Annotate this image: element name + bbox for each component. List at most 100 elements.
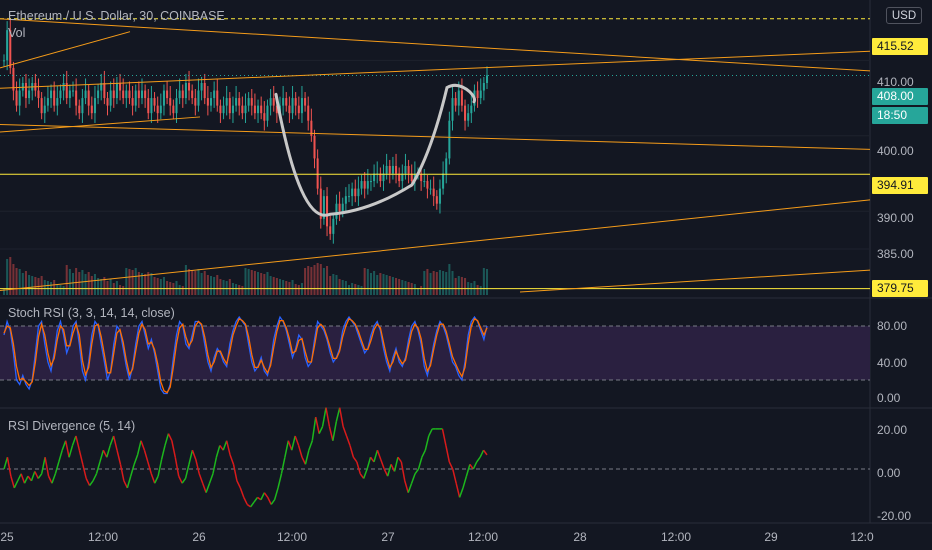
volume-bar xyxy=(81,270,84,295)
candle-body xyxy=(93,98,96,114)
volume-bar xyxy=(200,273,203,295)
rsi-divergence-segment xyxy=(352,456,358,463)
candle-body xyxy=(379,173,382,182)
candle-body xyxy=(460,90,463,106)
volume-bar xyxy=(175,281,178,295)
candle-body xyxy=(197,90,200,106)
volume-bar xyxy=(341,280,344,295)
volume-bar xyxy=(162,277,165,295)
rsi-divergence-segment xyxy=(171,440,177,458)
rsi-divergence-segment xyxy=(328,426,334,441)
volume-bar xyxy=(75,268,78,295)
rsi-divergence-segment xyxy=(311,416,317,441)
candle-body xyxy=(470,105,473,114)
rsi-divergence-segment xyxy=(236,480,242,489)
candle-body xyxy=(445,158,448,174)
volume-bar xyxy=(247,269,250,295)
rsi-divergence-segment xyxy=(10,475,15,489)
volume-bar xyxy=(257,272,260,295)
candle-body xyxy=(84,90,87,99)
candle-body xyxy=(203,82,206,99)
rsi-divergence-segment xyxy=(27,475,33,482)
volume-bar xyxy=(24,271,27,295)
volume-bar xyxy=(395,278,398,295)
candle-body xyxy=(103,82,106,99)
trend-line xyxy=(0,123,871,150)
rsi-divergence-segment xyxy=(23,475,29,484)
volume-bar xyxy=(71,273,75,295)
currency-button[interactable]: USD xyxy=(886,7,922,24)
candle-body xyxy=(231,105,234,114)
candle-body xyxy=(282,98,285,106)
trend-line xyxy=(0,18,871,72)
candle-body xyxy=(319,188,322,219)
rsi-divergence-segment xyxy=(225,440,231,456)
candle-body xyxy=(476,90,479,99)
time-tick: 26 xyxy=(192,530,206,544)
rsi-divergence-segment xyxy=(376,449,382,460)
volume-bar xyxy=(413,284,416,295)
volume-bar xyxy=(442,271,445,295)
volume-bar xyxy=(332,274,335,295)
rsi-divergence-segment xyxy=(291,435,296,451)
rsi-divergence-segment xyxy=(13,480,19,489)
volume-bar xyxy=(219,279,222,295)
candle-body xyxy=(385,165,388,174)
rsi-divergence-segment xyxy=(421,449,427,458)
candle-body xyxy=(169,98,172,106)
candle-body xyxy=(59,90,62,99)
rsi-divergence-segment xyxy=(458,487,464,498)
candle-body xyxy=(294,98,297,106)
rsi-divergence-segment xyxy=(102,449,108,458)
candle-body xyxy=(50,90,53,99)
candle-body xyxy=(263,113,266,121)
candle-body xyxy=(360,181,363,189)
rsi-divergence-segment xyxy=(89,480,94,487)
rsi-divergence-segment xyxy=(369,456,375,463)
candle-body xyxy=(467,113,470,121)
rsi-divergence-segment xyxy=(366,457,372,470)
stoch-rsi-title: Stoch RSI (3, 3, 14, 14, close) xyxy=(8,306,175,320)
volume-bar xyxy=(382,274,385,295)
volume-bar xyxy=(43,280,46,295)
candle-body xyxy=(144,90,147,99)
volume-bar xyxy=(144,274,147,295)
rsi-divergence-segment xyxy=(205,482,211,493)
rsi-divergence-segment xyxy=(287,440,293,451)
volume-bar xyxy=(222,280,225,295)
rsi-divergence-segment xyxy=(119,464,125,482)
candle-body xyxy=(18,90,21,106)
trend-line xyxy=(0,199,871,291)
time-tick: 27 xyxy=(381,530,395,544)
candle-body xyxy=(253,105,256,114)
candle-body xyxy=(435,196,438,204)
volume-bar xyxy=(78,272,81,295)
volume-bar xyxy=(260,273,263,295)
rsi-divergence-segment xyxy=(277,473,283,489)
candle-body xyxy=(326,196,329,227)
volume-bar xyxy=(304,268,307,295)
volume-bar xyxy=(156,278,159,295)
time-tick: 12:00 xyxy=(660,530,692,544)
time-tick: 25 xyxy=(0,530,14,544)
candle-body xyxy=(172,105,175,114)
volume-bar xyxy=(203,271,206,295)
volume-bar xyxy=(457,276,460,295)
candle-body xyxy=(438,188,441,204)
candle-body xyxy=(191,90,194,99)
rsi-divergence-segment xyxy=(215,445,221,458)
rsi-divergence-segment xyxy=(147,461,153,474)
volume-bar xyxy=(159,279,162,295)
volume-bar xyxy=(360,286,363,295)
volume-bar xyxy=(307,266,310,295)
time-tick: 29 xyxy=(764,530,778,544)
rsi-divergence-segment xyxy=(68,445,74,458)
candle-body xyxy=(71,90,75,92)
time-tick: 12:00 xyxy=(467,530,499,544)
rsi-divergence-segment xyxy=(133,454,139,465)
rsi-divergence-segment xyxy=(136,440,142,456)
rsi-divergence-segment xyxy=(335,407,341,422)
candle-body xyxy=(407,165,410,174)
candle-body xyxy=(28,90,31,99)
